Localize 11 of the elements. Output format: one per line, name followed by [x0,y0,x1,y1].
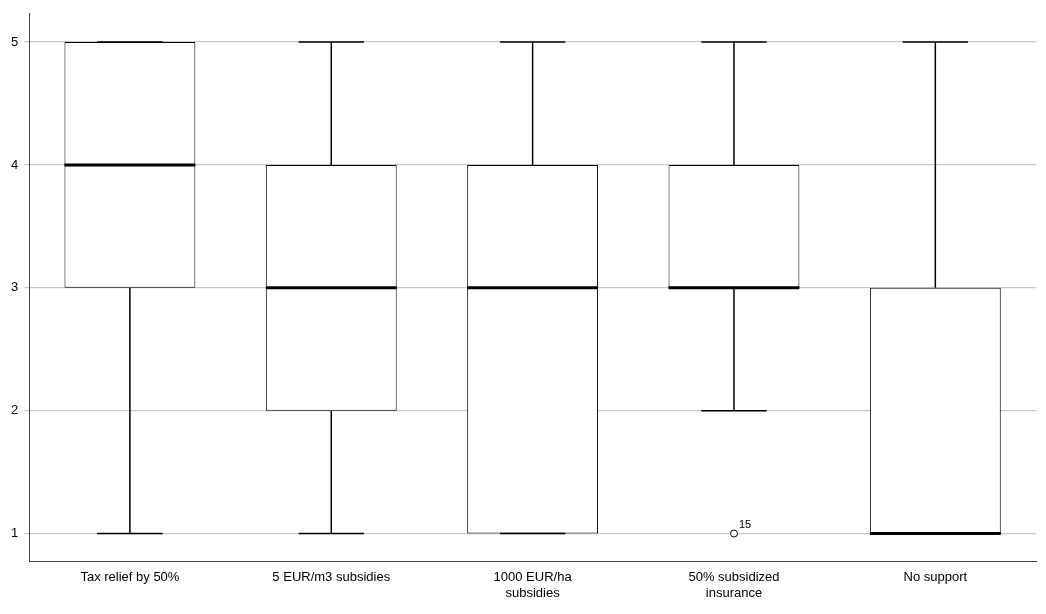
x-tick-label: Tax relief by 50% [80,569,180,585]
y-tick-label: 3 [11,279,19,295]
x-tick-label: 50% subsidized insurance [688,569,780,600]
x-tick-label: No support [903,569,968,585]
y-tick-label: 4 [11,156,19,172]
x-tick-label: 1000 EUR/ha subsidies [493,569,573,600]
annotation: 15 [738,518,752,531]
y-tick-label: 5 [11,33,19,49]
y-tick-label: 2 [11,402,19,418]
x-tick-label: 5 EUR/m3 subsidies [272,569,391,585]
y-tick-label: 1 [11,525,19,541]
